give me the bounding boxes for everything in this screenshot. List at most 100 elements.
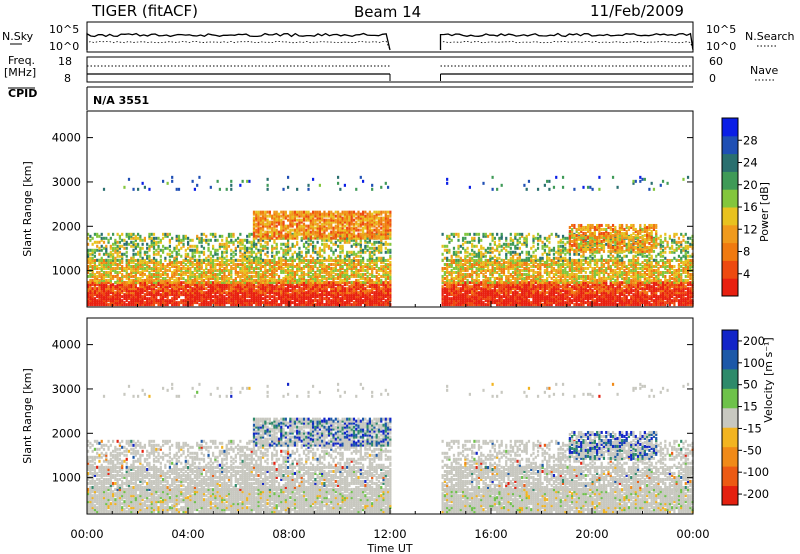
power-cell: [196, 258, 199, 262]
power-cell: [307, 183, 310, 187]
power-cell: [159, 283, 162, 287]
power-cell: [373, 242, 376, 246]
power-cell: [321, 216, 324, 220]
power-cell: [184, 301, 187, 305]
power-cell: [189, 291, 192, 295]
power-cell: [282, 285, 285, 289]
power-cell: [291, 244, 294, 248]
power-cell: [152, 242, 156, 246]
power-cell: [339, 297, 342, 301]
power-cell: [443, 266, 446, 270]
power-cell: [96, 287, 99, 291]
power-cell: [171, 287, 174, 291]
power-cell: [189, 268, 192, 272]
power-cell: [200, 274, 203, 278]
power-cell: [377, 268, 381, 272]
power-cell: [480, 238, 483, 242]
power-cell: [350, 238, 353, 242]
power-cell: [121, 272, 124, 276]
power-cell: [232, 258, 235, 262]
power-cell: [98, 246, 101, 250]
power-cell: [105, 297, 108, 301]
power-cell: [200, 295, 203, 299]
power-cell: [136, 232, 140, 236]
power-cell: [339, 256, 342, 260]
power-cell: [375, 228, 378, 232]
power-cell: [191, 291, 194, 295]
power-cell: [459, 299, 462, 303]
power-cell: [225, 254, 228, 258]
power-cell: [118, 303, 122, 307]
power-cell: [380, 222, 383, 226]
power-cell: [100, 285, 103, 289]
power-cell: [346, 222, 349, 226]
power-cell: [116, 293, 119, 297]
power-cell: [373, 293, 376, 297]
power-cell: [271, 272, 274, 276]
power-cell: [148, 254, 151, 258]
power-cell: [132, 274, 135, 278]
power-cell: [111, 268, 115, 272]
power-cell: [325, 268, 328, 272]
power-cell: [364, 295, 367, 299]
power-cell: [223, 274, 226, 278]
power-cell: [157, 268, 160, 272]
power-cell: [314, 289, 317, 293]
power-cell: [343, 183, 346, 187]
power-cell: [105, 301, 108, 305]
power-cell: [375, 226, 378, 230]
power-cell: [330, 210, 333, 214]
power-cell: [468, 272, 471, 276]
power-cell: [155, 258, 158, 262]
power-cell: [491, 293, 494, 297]
power-cell: [486, 293, 490, 297]
power-cell: [232, 262, 235, 266]
power-cell: [191, 287, 194, 291]
power-cell: [455, 299, 458, 303]
power-cell: [132, 240, 135, 244]
power-cell: [364, 232, 367, 236]
power-cell: [175, 289, 178, 293]
power-cell: [164, 264, 167, 268]
power-cell: [259, 301, 262, 305]
power-cell: [286, 218, 290, 222]
power-cell: [93, 285, 97, 289]
power-cell: [155, 293, 158, 297]
power-cell: [175, 303, 178, 307]
power-cell: [389, 276, 392, 280]
power-cell: [284, 214, 287, 218]
power-cell: [384, 234, 387, 238]
power-cell: [191, 244, 194, 248]
power-cell: [311, 256, 315, 260]
power-cell: [223, 291, 226, 295]
power-cell: [171, 250, 174, 254]
power-cell: [268, 236, 271, 240]
power-cell: [121, 278, 124, 282]
power-cell: [259, 252, 262, 256]
power-cell: [196, 250, 199, 254]
power-cell: [266, 214, 269, 218]
power-cell: [486, 289, 490, 293]
power-cell: [116, 301, 119, 305]
power-cell: [282, 242, 285, 246]
power-cell: [386, 220, 390, 224]
power-cell: [96, 232, 99, 236]
power-cell: [357, 260, 360, 264]
power-cell: [98, 280, 101, 284]
power-cell: [327, 236, 331, 240]
power-cell: [384, 210, 387, 214]
power-cell: [271, 216, 274, 220]
power-cell: [223, 295, 226, 299]
power-cell: [114, 287, 117, 291]
power-cell: [468, 303, 471, 307]
power-cell: [284, 283, 287, 287]
power-cell: [357, 236, 360, 240]
power-cell: [307, 238, 310, 242]
power-cell: [91, 250, 94, 254]
power-cell: [141, 283, 144, 287]
power-cell: [157, 252, 160, 256]
noise-left-tick-top: 10^5: [49, 23, 79, 36]
power-cell: [202, 246, 206, 250]
power-cell: [259, 256, 262, 260]
power-cell: [382, 274, 385, 278]
